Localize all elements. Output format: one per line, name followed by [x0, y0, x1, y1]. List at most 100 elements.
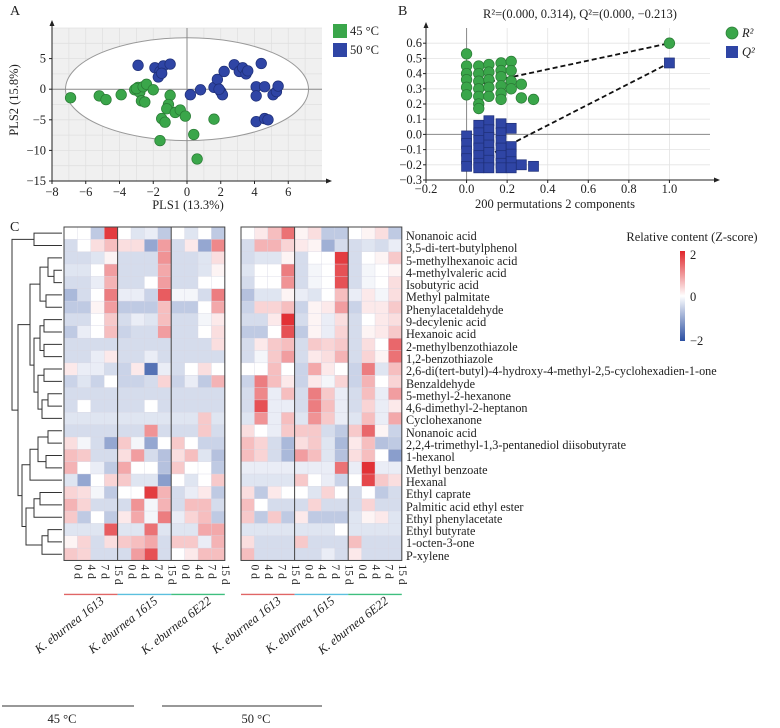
heatmap-cell [307, 535, 322, 549]
a-point-45c [147, 84, 159, 96]
heatmap-cell [77, 449, 92, 463]
a-point-45c [191, 153, 203, 165]
heatmap-cell [197, 449, 212, 463]
heatmap-cell [157, 350, 172, 364]
heatmap-cell [170, 486, 186, 500]
heatmap-cell [103, 251, 119, 265]
heatmap-cell [170, 337, 186, 352]
heatmap-cell [197, 461, 212, 475]
heatmap-cell [307, 387, 322, 401]
heatmap-cell [211, 263, 226, 277]
heatmap-cell [374, 461, 389, 475]
heatmap-cell [281, 523, 296, 537]
heatmap-cell [334, 486, 349, 500]
dendrogram-branch [43, 319, 62, 333]
heatmap-cell [254, 486, 269, 500]
heatmap-block-frame [240, 226, 403, 561]
heatmap-cell [157, 535, 172, 549]
heatmap-column-label: 7 d [99, 564, 111, 579]
heatmap-cell [240, 350, 255, 364]
heatmap-cell [254, 547, 269, 561]
b-y-tick-label: 0.2 [406, 97, 422, 111]
heatmap-cell [117, 337, 132, 352]
heatmap-cell [157, 510, 172, 524]
heatmap-cell [388, 473, 403, 487]
heatmap-cell [197, 535, 212, 549]
heatmap-cell [63, 399, 78, 413]
heatmap-cell [307, 362, 322, 376]
heatmap-cell [388, 374, 403, 389]
heatmap-cell [77, 547, 92, 561]
heatmap-cell [267, 362, 282, 376]
heatmap-cell [254, 399, 269, 413]
heatmap-cell [361, 350, 376, 364]
heatmap-cell [294, 399, 309, 413]
a-point-45c [64, 92, 77, 104]
heatmap-cell [90, 399, 105, 413]
a-y-tick-label: −5 [33, 113, 46, 127]
heatmap-cell [197, 412, 212, 426]
heatmap-column-label: 4 d [316, 564, 328, 579]
heatmap-cell [184, 510, 199, 524]
heatmap-cell [103, 313, 119, 327]
heatmap-cell [63, 325, 78, 339]
panel-label-c: C [10, 220, 20, 235]
dendrogram-branch [47, 529, 62, 543]
heatmap-cell [334, 473, 349, 487]
heatmap-cell [240, 498, 255, 512]
heatmap-cell [361, 473, 376, 487]
heatmap-cell [63, 226, 78, 240]
heatmap-cell [197, 436, 212, 450]
heatmap-cell [281, 374, 296, 389]
heatmap-cell [117, 239, 132, 253]
heatmap-row-label: 1,2-benzothiazole [406, 351, 493, 366]
heatmap-cell [361, 486, 376, 500]
heatmap-cell [77, 535, 92, 549]
heatmap-cell [388, 461, 403, 475]
b-regression-line [466, 62, 670, 168]
heatmap-cell [334, 251, 349, 265]
heatmap-cell [254, 325, 269, 339]
heatmap-cell [144, 461, 159, 475]
heatmap-cell [294, 362, 309, 376]
heatmap-cell [197, 276, 212, 290]
heatmap-cell [117, 486, 132, 500]
heatmap-cell [103, 523, 119, 537]
a-x-tick-label: 2 [218, 185, 224, 199]
heatmap-cell [90, 337, 105, 352]
heatmap-cell [294, 449, 309, 463]
heatmap-cell [307, 523, 322, 537]
heatmap-cell [63, 350, 78, 364]
heatmap-cell [130, 313, 145, 327]
a-point-50c [132, 59, 144, 71]
heatmap-cell [197, 399, 212, 413]
heatmap-cell [281, 226, 296, 240]
colorbar-tick-label: 2 [690, 248, 696, 262]
heatmap-cell [117, 473, 132, 487]
heatmap-row-label: Cyclohexanone [406, 413, 482, 428]
heatmap-cell [90, 374, 105, 389]
a-x-tick-label: 6 [285, 185, 291, 199]
heatmap-cell [211, 362, 226, 376]
heatmap-cell [157, 263, 172, 277]
heatmap-column-label: 0 d [302, 564, 314, 579]
heatmap-cell [334, 547, 349, 561]
heatmap-cell [361, 498, 376, 512]
heatmap-cell [77, 350, 92, 364]
heatmap-cell [348, 300, 363, 314]
heatmap-cell [388, 325, 403, 339]
heatmap-cell [103, 412, 119, 426]
heatmap-row-label: Nonanoic acid [406, 229, 477, 243]
heatmap-cell [157, 486, 172, 500]
heatmap-cell [294, 461, 309, 475]
heatmap-cell [307, 239, 322, 253]
heatmap-cell [63, 498, 78, 512]
heatmap-cell [307, 263, 322, 277]
b-q2-point [664, 57, 675, 69]
heatmap-cell [63, 362, 78, 376]
heatmap-cell [281, 498, 296, 512]
heatmap-cell [117, 362, 132, 376]
heatmap-cell [321, 436, 336, 450]
heatmap-cell [307, 276, 322, 290]
heatmap-cell [211, 288, 226, 302]
